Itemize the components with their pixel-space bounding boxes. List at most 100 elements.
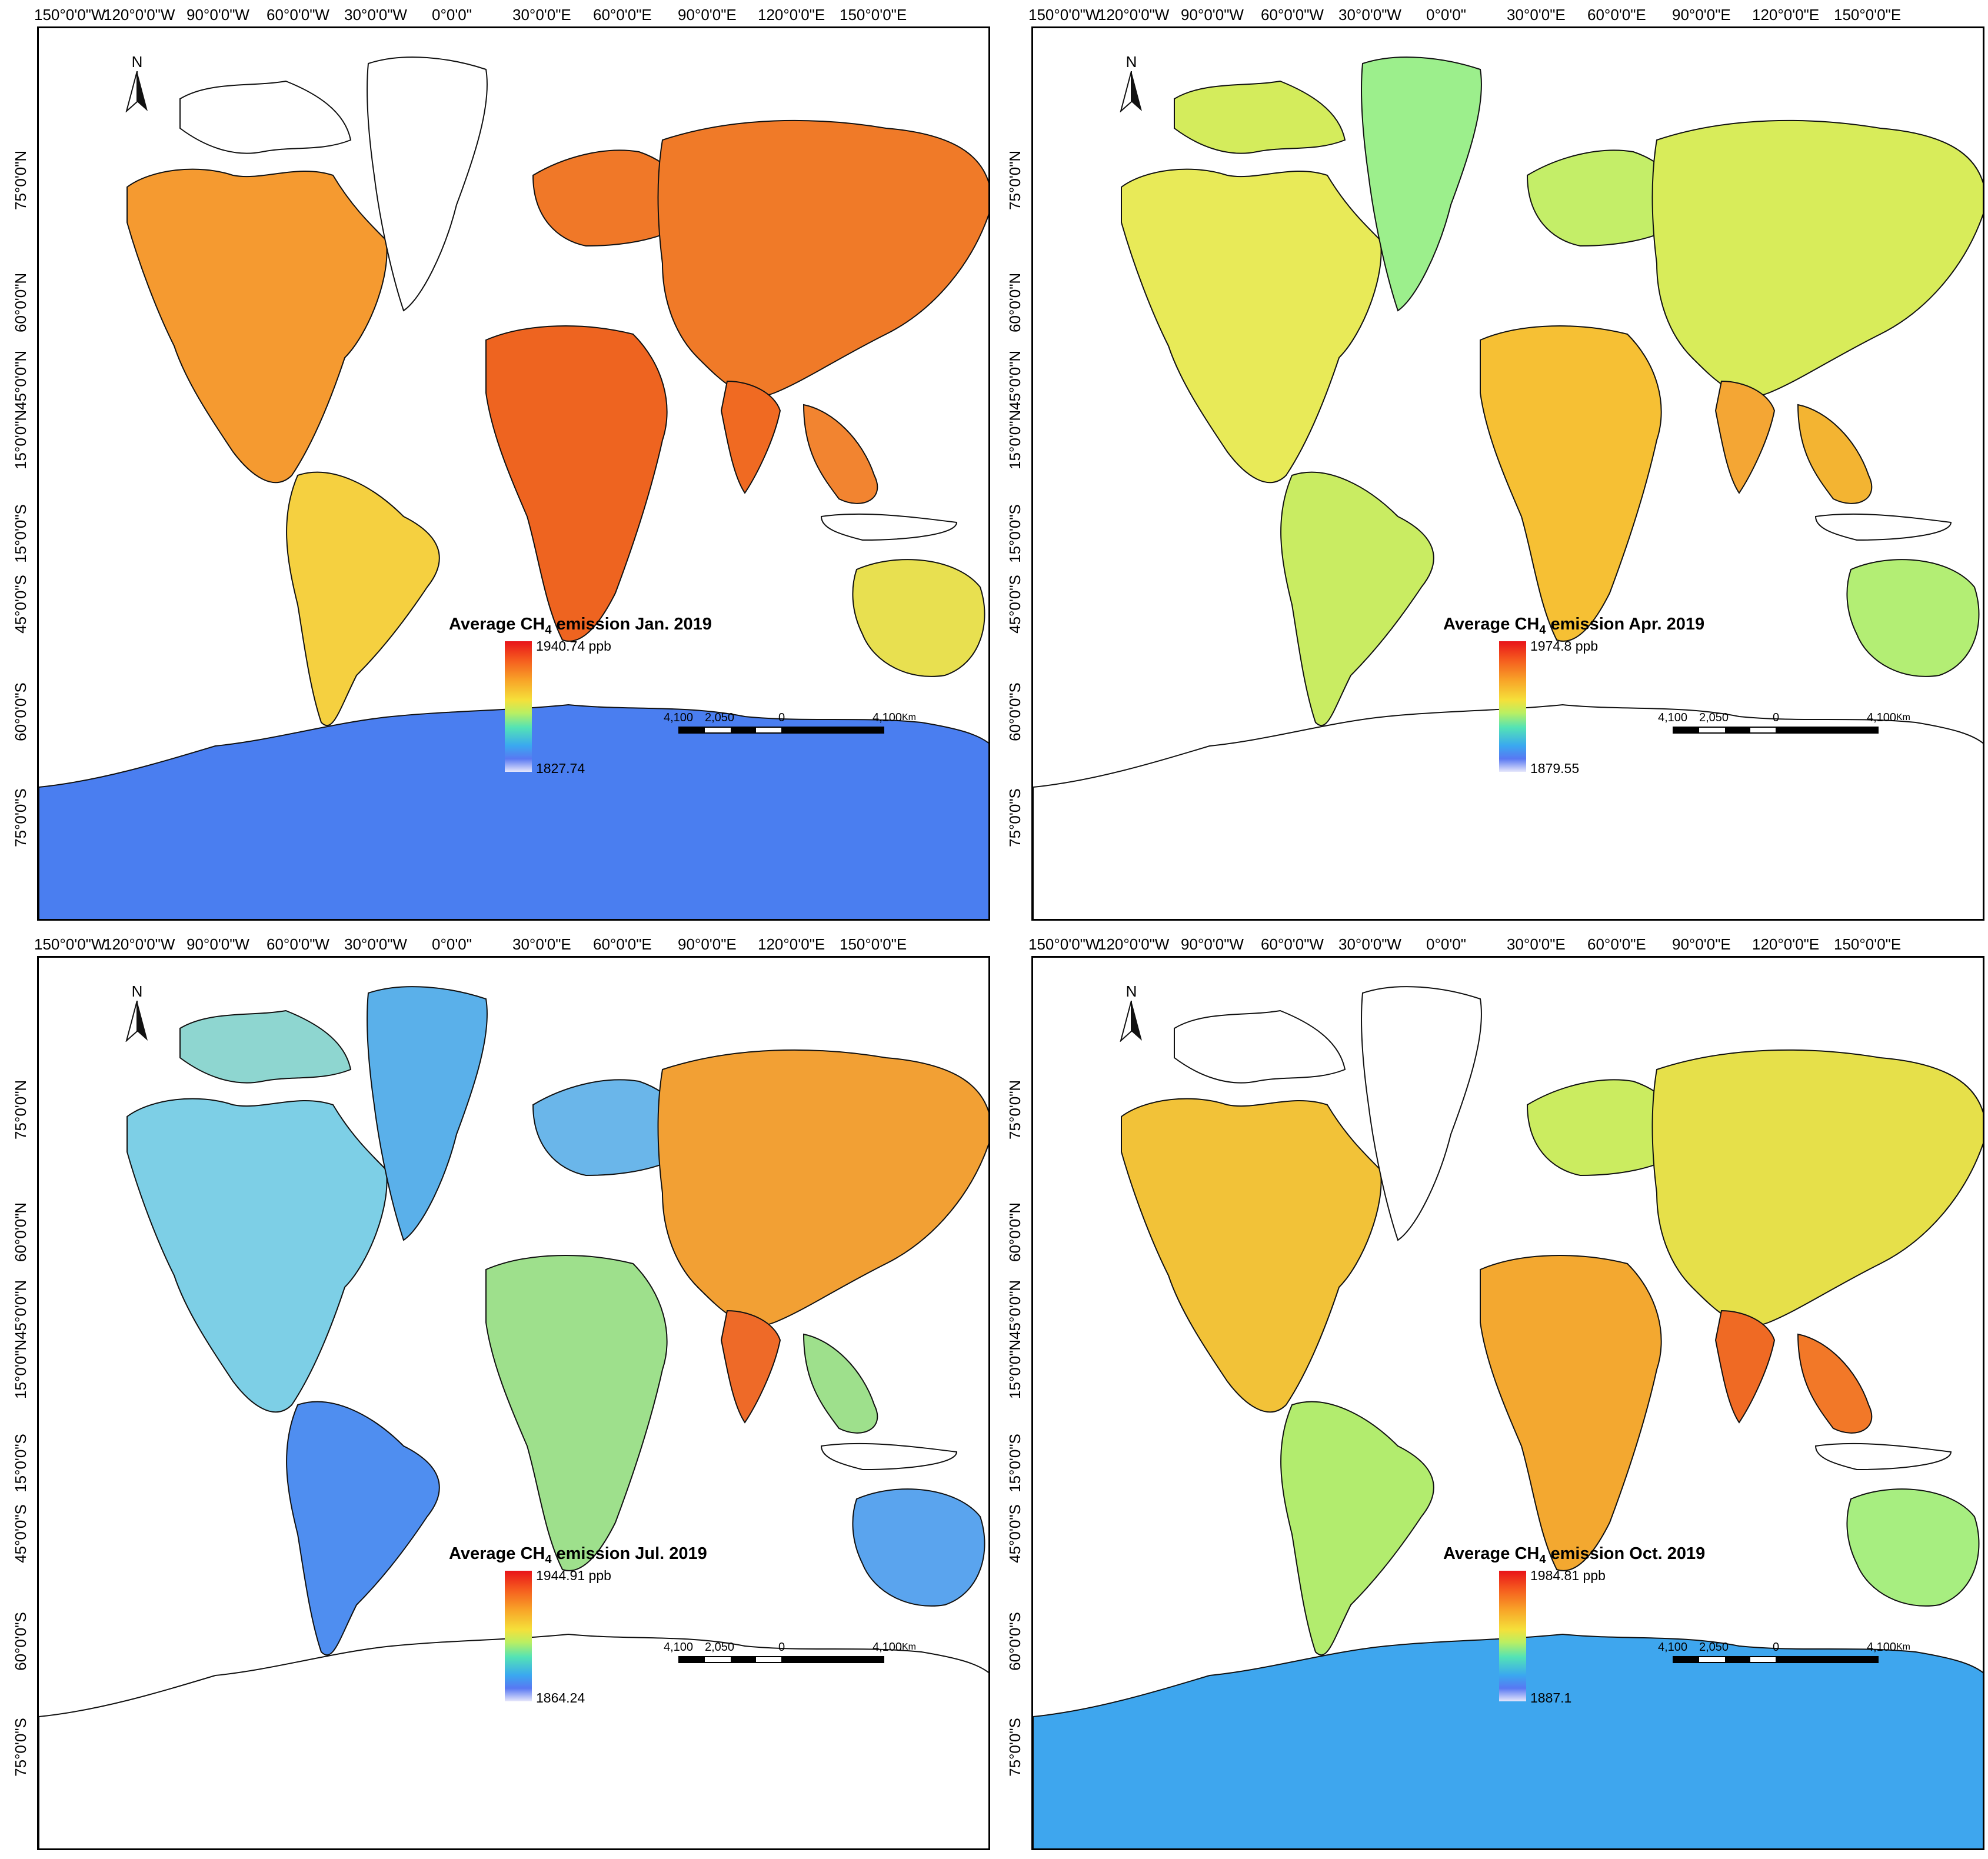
land-australia [852, 559, 985, 677]
scale-label: 0 [1773, 1641, 1780, 1654]
scale-label: 0 [1773, 711, 1780, 724]
color-bar-min-label: 1827.74 [536, 761, 585, 776]
land-asia [1651, 1049, 1983, 1327]
north-arrow: N [125, 982, 149, 1045]
legend-title: Average CH4 emission Oct. 2019 [1443, 1544, 1705, 1567]
land-antarctica [1033, 704, 1983, 919]
latitude-label: 60°0'0"N [12, 1202, 29, 1262]
north-arrow: N [1120, 982, 1143, 1045]
scale-label: 0 [778, 711, 785, 724]
color-bar [505, 641, 532, 772]
map-frame [1031, 26, 1984, 921]
scale-label: 2,050 [705, 711, 735, 724]
legend-title-prefix: Average CH [449, 1544, 545, 1563]
latitude-label: 75°0'0"S [1006, 1718, 1024, 1777]
land-asia [1651, 119, 1983, 397]
latitude-label: 15°0'0"N [1006, 1339, 1024, 1399]
north-arrow-icon [125, 71, 148, 113]
north-label: N [1125, 982, 1137, 1000]
map-frame [37, 26, 990, 921]
longitude-label: 150°0'0"W [34, 935, 106, 953]
scale-label: 4,100 [1658, 711, 1688, 724]
longitude-label: 0°0'0" [1426, 6, 1466, 24]
latitude-label: 60°0'0"N [12, 272, 29, 332]
land-namerica [1121, 1098, 1382, 1413]
land-arctic [179, 1010, 352, 1084]
longitude-label: 150°0'0"E [1834, 6, 1902, 24]
color-bar-max-label: 1944.91 ppb [536, 1568, 611, 1583]
land-india [720, 380, 781, 494]
longitude-label: 150°0'0"W [1028, 935, 1100, 953]
land-arctic [1174, 1010, 1346, 1084]
latitude-label: 45°0'0"N [1006, 1280, 1024, 1340]
latitude-label: 45°0'0"S [12, 575, 29, 634]
latitude-label: 60°0'0"N [1006, 272, 1024, 332]
longitude-label: 60°0'0"W [267, 935, 329, 953]
longitude-label: 90°0'0"W [1181, 6, 1244, 24]
latitude-label: 75°0'0"S [12, 788, 29, 847]
map-panel-jan: 150°0'0"W 120°0'0"W 90°0'0"W 60°0'0"W 30°0'0… [0, 0, 994, 930]
longitude-label: 60°0'0"W [1261, 935, 1324, 953]
north-label: N [131, 53, 143, 71]
latitude-label: 15°0'0"N [12, 1339, 29, 1399]
land-samerica [286, 1401, 440, 1656]
north-arrow: N [125, 53, 149, 115]
legend-title-subscript: 4 [545, 623, 552, 637]
latitude-label: 75°0'0"N [12, 150, 29, 210]
land-asia [657, 119, 988, 397]
legend-title-subscript: 4 [1539, 623, 1546, 637]
longitude-label: 30°0'0"W [344, 935, 407, 953]
latitude-label: 60°0'0"N [1006, 1202, 1024, 1262]
latitude-label: 75°0'0"N [1006, 1080, 1024, 1140]
longitude-label: 0°0'0" [432, 935, 472, 953]
land-africa [485, 1255, 668, 1571]
longitude-label: 150°0'0"W [34, 6, 106, 24]
land-namerica [126, 168, 388, 484]
scale-bar [678, 1656, 884, 1663]
map-panel-jul: 150°0'0"W 120°0'0"W 90°0'0"W 60°0'0"W 30°0'0… [0, 930, 994, 1859]
latitude-label: 45°0'0"S [12, 1504, 29, 1563]
longitude-label: 120°0'0"E [758, 935, 825, 953]
land-africa [1480, 1255, 1662, 1571]
world-map [1033, 986, 1983, 1848]
scale-bar [1673, 1656, 1879, 1663]
longitude-label: 30°0'0"E [512, 935, 571, 953]
longitude-label: 90°0'0"E [1672, 935, 1731, 953]
color-bar-min-label: 1879.55 [1530, 761, 1580, 776]
color-bar [1499, 1571, 1526, 1701]
longitude-label: 120°0'0"E [1752, 935, 1820, 953]
latitude-label: 45°0'0"S [1006, 575, 1024, 634]
north-label: N [131, 982, 143, 1000]
longitude-label: 30°0'0"E [1507, 6, 1566, 24]
latitude-label: 75°0'0"N [12, 1080, 29, 1140]
map-frame [37, 956, 990, 1850]
land-antarctica [1033, 1633, 1983, 1848]
latitude-label: 15°0'0"S [12, 1434, 29, 1492]
land-samerica [1280, 471, 1434, 727]
legend-title-suffix: emission Jul. 2019 [551, 1544, 707, 1563]
land-indonesia [1814, 513, 1952, 541]
longitude-label: 30°0'0"W [1338, 935, 1401, 953]
land-australia [1846, 559, 1980, 677]
north-arrow-icon [1120, 1000, 1142, 1042]
land-samerica [286, 471, 440, 727]
land-greenland [367, 56, 488, 312]
scale-bar [678, 727, 884, 734]
scale-unit: Km [902, 712, 916, 722]
land-antarctica [39, 1633, 988, 1848]
land-samerica [1280, 1401, 1434, 1656]
longitude-label: 90°0'0"W [187, 6, 249, 24]
scale-label: 0 [778, 1641, 785, 1654]
land-india [720, 1310, 781, 1424]
map-panel-oct: 150°0'0"W 120°0'0"W 90°0'0"W 60°0'0"W 30°0'0… [994, 930, 1988, 1859]
scale-label: 2,050 [1699, 1641, 1729, 1654]
longitude-label: 150°0'0"W [1028, 6, 1100, 24]
latitude-label: 15°0'0"S [1006, 504, 1024, 563]
scale-bar [1673, 727, 1879, 734]
land-namerica [126, 1098, 388, 1413]
longitude-label: 0°0'0" [1426, 935, 1466, 953]
scale-label: 4,100 [664, 1641, 694, 1654]
scale-label: 4,100 [1867, 1641, 1897, 1654]
latitude-label: 45°0'0"N [12, 1280, 29, 1340]
latitude-label: 45°0'0"N [1006, 350, 1024, 410]
